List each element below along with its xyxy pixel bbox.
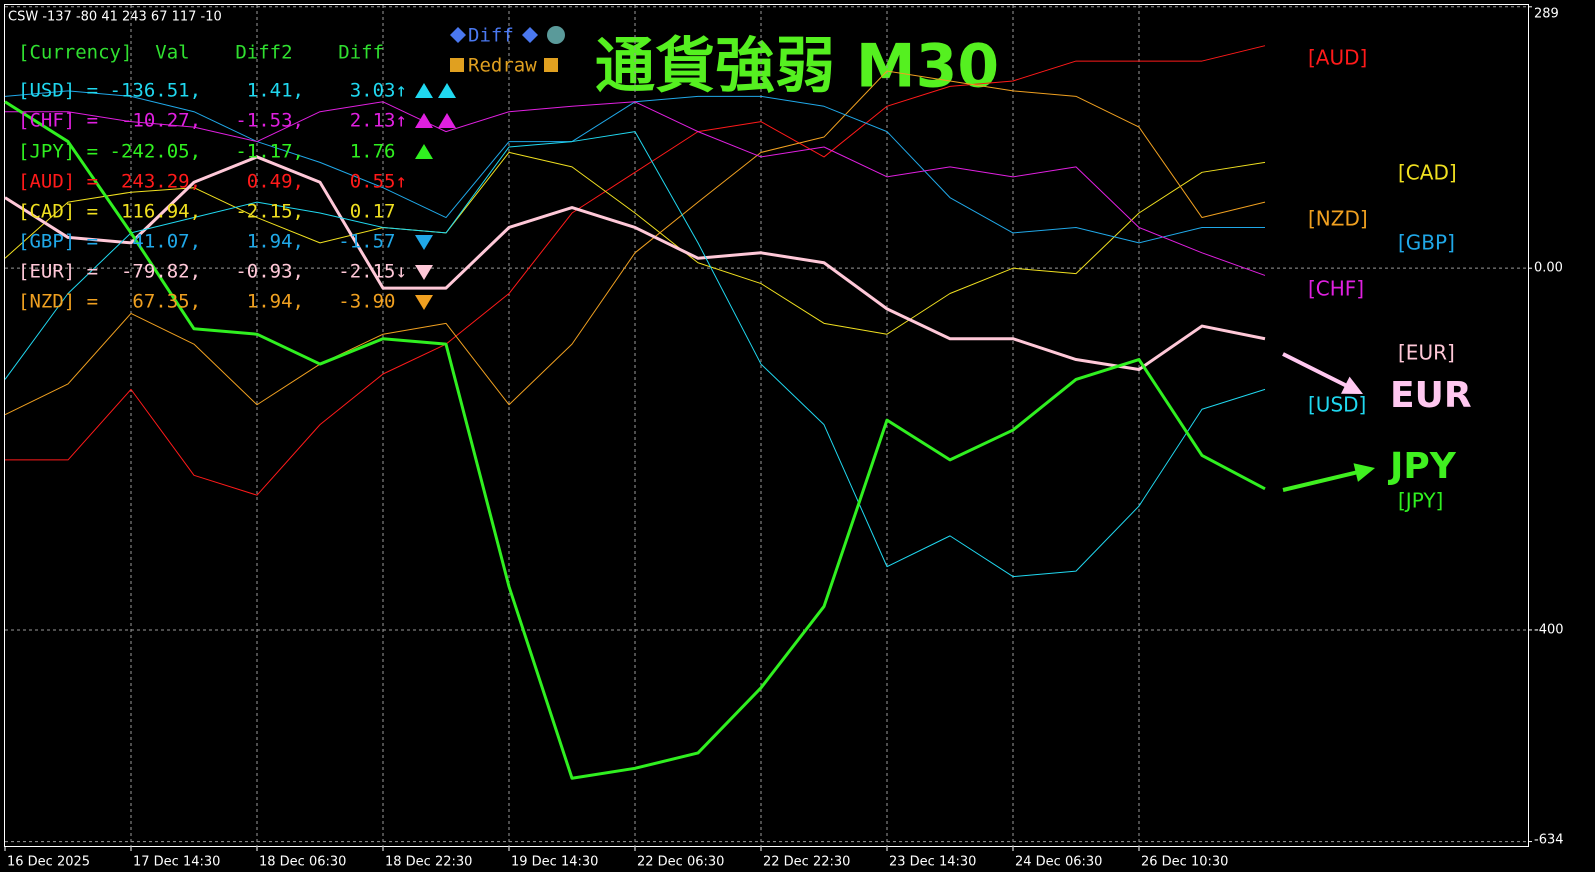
series-line bbox=[4, 131, 1266, 578]
button-icon bbox=[450, 58, 464, 72]
direction-marker bbox=[415, 265, 433, 280]
arrow-head bbox=[1341, 376, 1363, 394]
panel-row: [NZD] = 67.35, 1.94, -3.90 bbox=[18, 291, 396, 313]
series-line bbox=[5, 45, 1266, 496]
indicator-label: CSW -137 -80 41 243 67 117 -10 bbox=[8, 10, 222, 25]
x-tick-label: 18 Dec 06:30 bbox=[259, 855, 346, 870]
arrow-shaft bbox=[1282, 352, 1354, 391]
direction-marker bbox=[415, 144, 433, 159]
y-tick-label: 0.00 bbox=[1534, 261, 1563, 276]
panel-row: [AUD] = 243.29, 0.49, 0.55↑ bbox=[18, 171, 407, 193]
plot-frame bbox=[4, 4, 1529, 847]
series-label: [AUD] bbox=[1308, 46, 1367, 70]
y-tick-label: 289 bbox=[1534, 7, 1559, 22]
button-icon bbox=[544, 58, 558, 72]
annotation: JPY bbox=[1387, 446, 1457, 487]
panel-row: [USD] = -136.51, 1.41, 3.03↑ bbox=[18, 80, 407, 102]
direction-marker bbox=[438, 113, 456, 128]
x-tick-label: 22 Dec 06:30 bbox=[637, 855, 724, 870]
series-line bbox=[4, 100, 1266, 780]
button-icon bbox=[547, 26, 565, 44]
x-tick-label: 19 Dec 14:30 bbox=[511, 855, 598, 870]
series-line bbox=[4, 151, 1266, 335]
series-line bbox=[4, 155, 1266, 371]
x-tick-label: 24 Dec 06:30 bbox=[1015, 855, 1102, 870]
x-tick-label: 23 Dec 14:30 bbox=[889, 855, 976, 870]
panel-row: [GBP] = 41.07, 1.94, -1.57 bbox=[18, 231, 396, 253]
x-tick-label: 22 Dec 22:30 bbox=[763, 855, 850, 870]
series-label: [EUR] bbox=[1398, 341, 1455, 365]
direction-marker bbox=[415, 235, 433, 250]
chart-title: 通貨強弱 M30 bbox=[595, 32, 999, 102]
panel-row: [CAD] = 116.94, -2.15, 0.17 bbox=[18, 201, 396, 223]
series-label: [CAD] bbox=[1398, 161, 1457, 185]
series-label: [USD] bbox=[1308, 393, 1366, 417]
series-label: [GBP] bbox=[1398, 231, 1455, 255]
panel-row: [EUR] = -79.82, -0.93, -2.15↓ bbox=[18, 261, 407, 283]
y-tick-label: -400 bbox=[1534, 622, 1564, 637]
series-line bbox=[4, 70, 1266, 416]
panel-header: [Currency] Val Diff2 Diff bbox=[18, 42, 384, 64]
direction-marker bbox=[415, 83, 433, 98]
arrow-shaft bbox=[1282, 468, 1364, 492]
series-line bbox=[5, 101, 1266, 276]
series-label: [CHF] bbox=[1308, 277, 1364, 301]
direction-marker bbox=[415, 295, 433, 310]
x-tick-label: 17 Dec 14:30 bbox=[133, 855, 220, 870]
direction-marker bbox=[438, 83, 456, 98]
panel-row: [CHF] = -10.27, -1.53, 2.13↑ bbox=[18, 110, 407, 132]
annotation: EUR bbox=[1390, 375, 1472, 416]
x-tick-label: 16 Dec 2025 bbox=[7, 855, 90, 870]
panel-row: [JPY] = -242.05, -1.17, 1.76 bbox=[18, 141, 396, 163]
series-label: [JPY] bbox=[1398, 489, 1443, 513]
button-icon bbox=[450, 27, 466, 43]
x-tick-label: 18 Dec 22:30 bbox=[385, 855, 472, 870]
x-tick-label: 26 Dec 10:30 bbox=[1141, 855, 1228, 870]
series-label: [NZD] bbox=[1308, 207, 1368, 231]
button-label[interactable]: Redraw bbox=[468, 55, 537, 77]
y-tick-label: -634 bbox=[1534, 833, 1564, 848]
button-icon bbox=[522, 27, 538, 43]
direction-marker bbox=[415, 113, 433, 128]
button-label[interactable]: Diff bbox=[468, 25, 514, 47]
arrow-head bbox=[1353, 463, 1375, 482]
